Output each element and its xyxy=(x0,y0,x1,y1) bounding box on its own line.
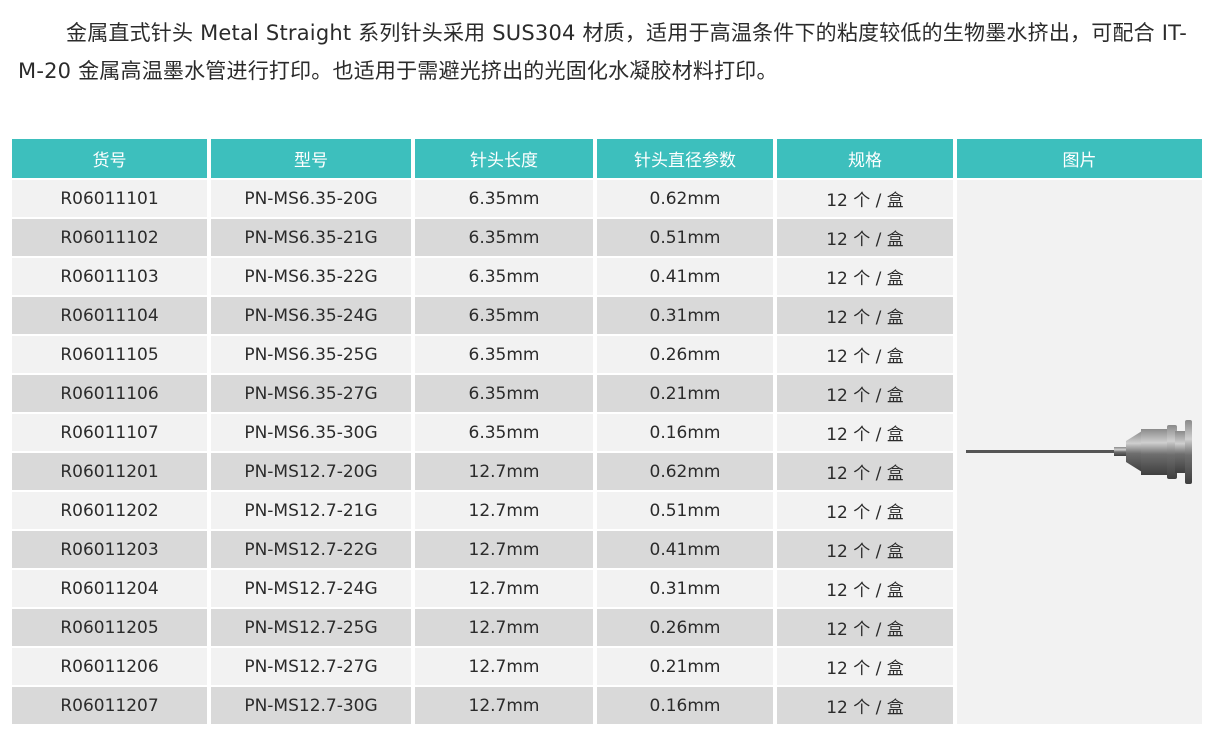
cell-spec: 12 个 / 盒 xyxy=(777,648,957,687)
cell-sku: R06011206 xyxy=(12,648,211,687)
table-row: R06011203 PN-MS12.7-22G 12.7mm 0.41mm 12 个 /… xyxy=(12,531,1202,570)
cell-model: PN-MS12.7-22G xyxy=(211,531,415,570)
cell-sku: R06011107 xyxy=(12,414,211,453)
cell-length: 12.7mm xyxy=(415,609,597,648)
cell-length: 6.35mm xyxy=(415,219,597,258)
cell-model: PN-MS12.7-21G xyxy=(211,492,415,531)
cell-length: 12.7mm xyxy=(415,531,597,570)
cell-spec: 12 个 / 盒 xyxy=(777,609,957,648)
table-header-row: 货号 型号 针头长度 针头直径参数 规格 图片 xyxy=(12,139,1202,180)
cell-spec: 12 个 / 盒 xyxy=(777,453,957,492)
cell-sku: R06011201 xyxy=(12,453,211,492)
table-row: R06011207 PN-MS12.7-30G 12.7mm 0.16mm 12 个 /… xyxy=(12,687,1202,726)
cell-diameter: 0.41mm xyxy=(597,258,777,297)
cell-length: 12.7mm xyxy=(415,570,597,609)
cell-length: 6.35mm xyxy=(415,336,597,375)
cell-model: PN-MS6.35-20G xyxy=(211,180,415,219)
cell-sku: R06011103 xyxy=(12,258,211,297)
table-row: R06011104 PN-MS6.35-24G 6.35mm 0.31mm 12 个 /… xyxy=(12,297,1202,336)
intro-paragraph: 金属直式针头 Metal Straight 系列针头采用 SUS304 材质，适… xyxy=(18,21,1187,83)
cell-spec: 12 个 / 盒 xyxy=(777,258,957,297)
table-row: R06011103 PN-MS6.35-22G 6.35mm 0.41mm 12 个 /… xyxy=(12,258,1202,297)
cell-model: PN-MS6.35-24G xyxy=(211,297,415,336)
cell-sku: R06011205 xyxy=(12,609,211,648)
cell-spec: 12 个 / 盒 xyxy=(777,336,957,375)
cell-spec: 12 个 / 盒 xyxy=(777,375,957,414)
cell-model: PN-MS12.7-25G xyxy=(211,609,415,648)
cell-length: 6.35mm xyxy=(415,375,597,414)
cell-diameter: 0.41mm xyxy=(597,531,777,570)
cell-spec: 12 个 / 盒 xyxy=(777,180,957,219)
table-row: R06011201 PN-MS12.7-20G 12.7mm 0.62mm 12 个 /… xyxy=(12,453,1202,492)
cell-model: PN-MS6.35-22G xyxy=(211,258,415,297)
cell-length: 12.7mm xyxy=(415,492,597,531)
cell-spec: 12 个 / 盒 xyxy=(777,219,957,258)
cell-length: 6.35mm xyxy=(415,414,597,453)
cell-diameter: 0.62mm xyxy=(597,180,777,219)
cell-diameter: 0.51mm xyxy=(597,492,777,531)
table-row: R06011202 PN-MS12.7-21G 12.7mm 0.51mm 12 个 /… xyxy=(12,492,1202,531)
cell-model: PN-MS6.35-30G xyxy=(211,414,415,453)
cell-model: PN-MS12.7-27G xyxy=(211,648,415,687)
cell-diameter: 0.62mm xyxy=(597,453,777,492)
cell-spec: 12 个 / 盒 xyxy=(777,414,957,453)
cell-diameter: 0.26mm xyxy=(597,336,777,375)
cell-model: PN-MS6.35-27G xyxy=(211,375,415,414)
cell-spec: 12 个 / 盒 xyxy=(777,570,957,609)
cell-model: PN-MS12.7-30G xyxy=(211,687,415,726)
cell-model: PN-MS12.7-24G xyxy=(211,570,415,609)
cell-diameter: 0.16mm xyxy=(597,687,777,726)
table-row: R06011106 PN-MS6.35-27G 6.35mm 0.21mm 12 个 /… xyxy=(12,375,1202,414)
cell-length: 12.7mm xyxy=(415,453,597,492)
table-row: R06011205 PN-MS12.7-25G 12.7mm 0.26mm 12 个 /… xyxy=(12,609,1202,648)
table-row: R06011105 PN-MS6.35-25G 6.35mm 0.26mm 12 个 /… xyxy=(12,336,1202,375)
cell-model: PN-MS6.35-21G xyxy=(211,219,415,258)
cell-length: 6.35mm xyxy=(415,297,597,336)
cell-diameter: 0.26mm xyxy=(597,609,777,648)
cell-sku: R06011104 xyxy=(12,297,211,336)
cell-model: PN-MS12.7-20G xyxy=(211,453,415,492)
cell-diameter: 0.16mm xyxy=(597,414,777,453)
cell-length: 12.7mm xyxy=(415,687,597,726)
metal-straight-needle-icon xyxy=(965,420,1192,484)
cell-length: 6.35mm xyxy=(415,180,597,219)
table-row: R06011102 PN-MS6.35-21G 6.35mm 0.51mm 12 个 /… xyxy=(12,219,1202,258)
table-row: R06011204 PN-MS12.7-24G 12.7mm 0.31mm 12 个 /… xyxy=(12,570,1202,609)
cell-sku: R06011105 xyxy=(12,336,211,375)
cell-diameter: 0.21mm xyxy=(597,375,777,414)
table-row: R06011206 PN-MS12.7-27G 12.7mm 0.21mm 12 个 /… xyxy=(12,648,1202,687)
cell-spec: 12 个 / 盒 xyxy=(777,531,957,570)
cell-sku: R06011101 xyxy=(12,180,211,219)
header-spec: 规格 xyxy=(777,139,957,180)
cell-sku: R06011106 xyxy=(12,375,211,414)
cell-diameter: 0.21mm xyxy=(597,648,777,687)
cell-diameter: 0.31mm xyxy=(597,570,777,609)
product-table: 货号 型号 针头长度 针头直径参数 规格 图片 R06011101 PN-MS6.… xyxy=(12,139,1202,726)
cell-sku: R06011207 xyxy=(12,687,211,726)
header-diameter: 针头直径参数 xyxy=(597,139,777,180)
cell-diameter: 0.31mm xyxy=(597,297,777,336)
table-row: R06011107 PN-MS6.35-30G 6.35mm 0.16mm 12 个 /… xyxy=(12,414,1202,453)
cell-length: 6.35mm xyxy=(415,258,597,297)
header-sku: 货号 xyxy=(12,139,211,180)
header-image: 图片 xyxy=(957,139,1202,180)
cell-length: 12.7mm xyxy=(415,648,597,687)
cell-spec: 12 个 / 盒 xyxy=(777,297,957,336)
cell-model: PN-MS6.35-25G xyxy=(211,336,415,375)
header-model: 型号 xyxy=(211,139,415,180)
cell-image xyxy=(957,180,1202,726)
cell-spec: 12 个 / 盒 xyxy=(777,687,957,726)
cell-sku: R06011203 xyxy=(12,531,211,570)
header-length: 针头长度 xyxy=(415,139,597,180)
cell-spec: 12 个 / 盒 xyxy=(777,492,957,531)
cell-diameter: 0.51mm xyxy=(597,219,777,258)
cell-sku: R06011204 xyxy=(12,570,211,609)
table-row: R06011101 PN-MS6.35-20G 6.35mm 0.62mm 12 个 /… xyxy=(12,180,1202,726)
cell-sku: R06011102 xyxy=(12,219,211,258)
cell-sku: R06011202 xyxy=(12,492,211,531)
